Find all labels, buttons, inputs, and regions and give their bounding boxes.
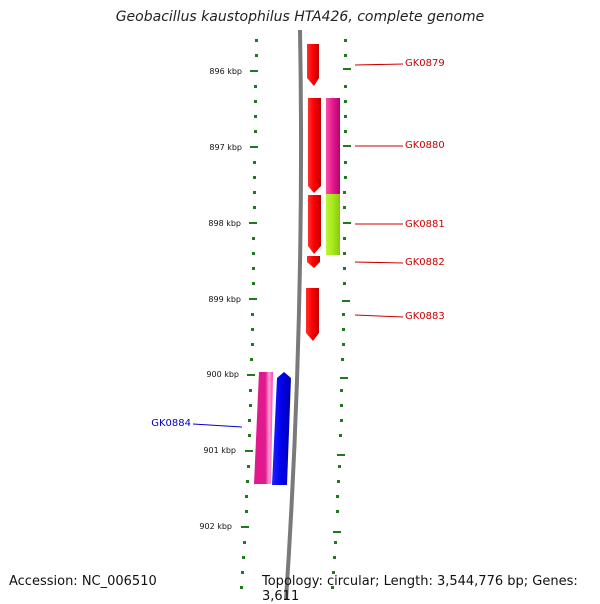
accession-text: Accession: NC_006510 bbox=[9, 574, 157, 589]
scale-label-901: 901 kbp bbox=[203, 446, 236, 455]
gene-label-lines bbox=[192, 63, 404, 428]
scale-label-898: 898 kbp bbox=[208, 219, 241, 228]
gene-label-GK0879[interactable]: GK0879 bbox=[405, 58, 445, 69]
forward-gene-GK0883[interactable] bbox=[306, 288, 319, 341]
scale-label-902: 902 kbp bbox=[199, 522, 232, 531]
right-scale-ticks bbox=[331, 39, 351, 589]
gene-label-GK0883[interactable]: GK0883 bbox=[405, 311, 445, 322]
gene-labels: GK0879 GK0880 GK0881 GK0882 GK0883 GK088… bbox=[151, 58, 445, 429]
gene-label-GK0880[interactable]: GK0880 bbox=[405, 140, 445, 151]
forward-gene-GK0882[interactable] bbox=[307, 256, 320, 268]
gene-label-GK0884[interactable]: GK0884 bbox=[151, 418, 191, 429]
forward-gene-GK0879[interactable] bbox=[307, 44, 319, 86]
gene-label-GK0882[interactable]: GK0882 bbox=[405, 257, 445, 268]
genome-backbone bbox=[284, 29, 304, 600]
genome-title: Geobacillus kaustophilus HTA426, complet… bbox=[115, 9, 485, 25]
scale-major-ticks bbox=[241, 70, 258, 528]
scale-ticks bbox=[240, 39, 258, 589]
forward-gene-GK0880[interactable] bbox=[308, 98, 340, 194]
scale-minor-ticks bbox=[240, 39, 258, 589]
forward-gene-GK0881[interactable] bbox=[308, 194, 340, 255]
gene-label-GK0881[interactable]: GK0881 bbox=[405, 219, 445, 230]
scale-label-897: 897 kbp bbox=[209, 143, 242, 152]
scale-label-899: 899 kbp bbox=[208, 295, 241, 304]
reverse-gene-GK0884[interactable] bbox=[254, 372, 291, 485]
scale-label-896: 896 kbp bbox=[209, 67, 242, 76]
scale-label-900: 900 kbp bbox=[206, 370, 239, 379]
scale-labels: 896 kbp 897 kbp 898 kbp 899 kbp 900 kbp … bbox=[199, 67, 242, 531]
